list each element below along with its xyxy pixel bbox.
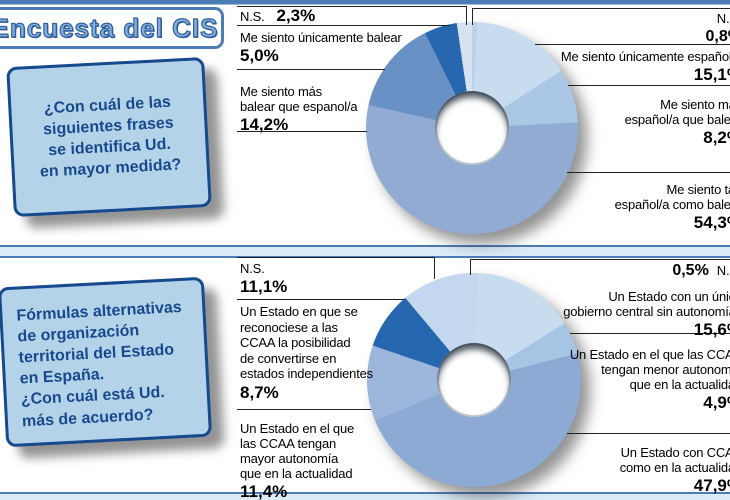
- slice-value: 11,4%: [240, 482, 288, 500]
- leader-line: [535, 44, 730, 45]
- leader-line: [568, 85, 730, 86]
- slice-label: N.C.: [716, 11, 730, 26]
- slice-label: N.C.: [716, 263, 730, 278]
- donut-chart-identity: [366, 22, 578, 234]
- leader-line: [472, 8, 473, 25]
- slice-value: 15,6%: [693, 320, 730, 339]
- slice-label: N.S.: [240, 261, 265, 276]
- leader-line: [466, 6, 467, 25]
- slice-label: de convertirse en: [240, 350, 337, 366]
- slice-label: Un Estado en que se: [240, 304, 358, 319]
- slice-label: que en la actualidad: [629, 377, 730, 392]
- slice-label: Un Estado con un único: [608, 289, 730, 304]
- leader-line: [237, 131, 367, 132]
- slice-label: balear que espanol/a: [240, 99, 358, 114]
- slice-value: 54,3%: [693, 213, 730, 232]
- slice-label: las CCAA tengan: [240, 436, 337, 451]
- callout-nc-2: 0,5% N.C.: [672, 262, 730, 279]
- slice-label: Me siento únicamente español/a: [560, 49, 730, 64]
- callout-ns-2: N.S. 11,1%: [240, 261, 288, 296]
- slice-value: 14,2%: [240, 115, 289, 134]
- callout-ns-1: N.S. 2,3%: [240, 6, 316, 25]
- slice-value: 0,8%: [705, 28, 730, 45]
- leader-line: [472, 8, 730, 9]
- slice-value: 8,2%: [703, 128, 730, 147]
- leader-line: [237, 257, 434, 258]
- callout-unicamente-balear: Me siento únicamente balear 5,0%: [240, 30, 402, 65]
- slice-value: 11,1%: [240, 277, 288, 296]
- slice-label: tengan menor autonomía: [601, 362, 730, 377]
- callout-unicamente-espanol: Me siento únicamente español/a 15,1%: [560, 49, 730, 84]
- slice-label: gobierno central sin autonomías: [563, 304, 730, 319]
- leader-line: [470, 259, 730, 260]
- leader-line: [237, 69, 385, 70]
- leader-line: [237, 299, 404, 300]
- slice-label: estados independientes: [240, 366, 373, 381]
- leader-line: [567, 172, 730, 173]
- slice-value: 47,9%: [693, 476, 730, 495]
- slice-label: español/a que balear: [624, 112, 730, 127]
- slice-label: Un Estado en el que las CCAA: [569, 347, 730, 362]
- slice-label: reconociese a las: [240, 319, 338, 335]
- question-box-identity: ¿Con cuál de las siguientes frases se id…: [6, 56, 212, 218]
- slice-value: 5,0%: [240, 46, 279, 65]
- callout-mas-espanol: Me siento más español/a que balear 8,2%: [624, 97, 730, 147]
- callout-estados-independientes: Un Estado en que se reconociese a las CC…: [240, 304, 373, 400]
- question-box-territorial: Fórmulas alternativas de organización te…: [0, 276, 213, 448]
- slice-value: 0,5%: [672, 262, 709, 279]
- slice-label: CCAA la posibilidad: [240, 335, 351, 350]
- callout-ccaa-actualidad: Un Estado con CCAA como en la actualidad…: [619, 445, 730, 495]
- leader-line: [470, 259, 471, 275]
- callout-mas-balear: Me siento más balear que espanol/a 14,2%: [240, 84, 358, 134]
- slice-label: Un Estado con CCAA: [620, 445, 730, 460]
- callout-nc-1: N.C. 0,8%: [705, 11, 730, 45]
- donut-hole: [437, 343, 511, 417]
- slice-label: Un Estado en el que: [240, 421, 355, 436]
- leader-line: [237, 6, 466, 7]
- leader-line: [570, 333, 730, 334]
- slice-value: 15,1%: [693, 65, 730, 84]
- slice-label: N.S.: [240, 9, 265, 24]
- bottom-border-band: [0, 492, 730, 500]
- slice-value: 4,9%: [703, 393, 730, 412]
- slice-label: mayor autonomía: [240, 451, 339, 466]
- slice-label: Me siento tan: [666, 182, 730, 197]
- leader-line: [237, 25, 450, 26]
- slice-label: como en la actualidad: [619, 460, 730, 475]
- top-border-band: [0, 0, 730, 5]
- donut-hole: [435, 91, 509, 165]
- callout-menor-autonomia: Un Estado en el que las CCAA tengan meno…: [569, 347, 730, 412]
- page-title: Encuesta del CIS: [0, 12, 219, 43]
- slice-label: Me siento únicamente balear: [240, 30, 402, 45]
- slice-value: 8,7%: [240, 382, 279, 402]
- title-banner: Encuesta del CIS: [0, 7, 224, 49]
- slice-value: 2,3%: [276, 6, 316, 25]
- donut-chart-territorial: [367, 273, 581, 487]
- leader-line: [434, 257, 435, 279]
- slice-label: Me siento más: [660, 97, 730, 112]
- callout-gobierno-central: Un Estado con un único gobierno central …: [563, 289, 730, 339]
- slice-label: español/a como balear: [614, 197, 730, 212]
- slice-label: Me siento más: [240, 84, 322, 99]
- callout-tan-espanol-como-balear: Me siento tan español/a como balear 54,3…: [614, 182, 730, 232]
- slice-label: que en la actualidad: [240, 466, 353, 481]
- leader-line: [567, 433, 730, 434]
- leader-line: [237, 409, 371, 410]
- callout-mayor-autonomia: Un Estado en el que las CCAA tengan mayo…: [240, 421, 355, 500]
